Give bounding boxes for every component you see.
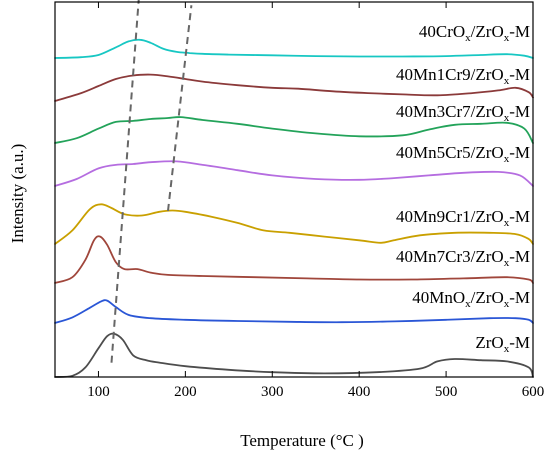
x-tick-label-2: 300 — [261, 384, 284, 400]
guide-line-0 — [110, 0, 140, 363]
x-tick-label-4: 500 — [435, 384, 458, 400]
x-tick-label-5: 600 — [522, 384, 545, 400]
series-line-3 — [54, 160, 534, 187]
series-line-4 — [54, 203, 534, 245]
series-label-0: 40CrOx/ZrOx-M — [419, 22, 530, 44]
axes: 100 200 300 400 500 600 — [54, 1, 545, 400]
guide-lines — [110, 0, 193, 363]
series-label-1: 40Mn1Cr9/ZrOx-M — [396, 65, 530, 87]
series-label-6: 40MnOx/ZrOx-M — [412, 288, 530, 310]
series-labels: 40CrOx/ZrOx-M 40Mn1Cr9/ZrOx-M 40Mn3Cr7/ZrO… — [396, 22, 530, 355]
series-line-1 — [54, 73, 534, 102]
x-axis-title: Temperature (°C ) — [240, 431, 364, 450]
x-tick-label-3: 400 — [348, 384, 371, 400]
series-line-7 — [54, 332, 534, 378]
guide-line-1 — [167, 5, 193, 212]
series-label-2: 40Mn3Cr7/ZrOx-M — [396, 102, 530, 124]
series-label-4: 40Mn9Cr1/ZrOx-M — [396, 207, 530, 229]
series-label-5: 40Mn7Cr3/ZrOx-M — [396, 247, 530, 269]
series-line-2 — [54, 116, 534, 144]
series-label-3: 40Mn5Cr5/ZrOx-M — [396, 143, 530, 165]
series-label-7: ZrOx-M — [475, 333, 530, 355]
series-line-5 — [54, 235, 534, 284]
x-tick-label-1: 200 — [174, 384, 197, 400]
plot-frame — [54, 1, 534, 378]
series-curves — [54, 38, 534, 378]
series-line-0 — [54, 38, 534, 59]
y-axis-title: Intensity (a.u.) — [8, 144, 27, 244]
x-tick-label-0: 100 — [87, 384, 110, 400]
series-line-6 — [54, 299, 534, 324]
